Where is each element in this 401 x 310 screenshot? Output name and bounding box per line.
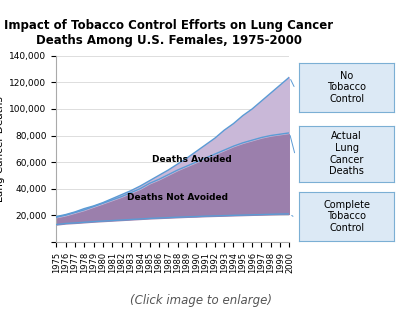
Text: (Click image to enlarge): (Click image to enlarge) [130,294,271,307]
Text: Complete
Tobacco
Control: Complete Tobacco Control [322,200,369,233]
Text: Deaths Not Avoided: Deaths Not Avoided [127,193,227,202]
Text: Impact of Tobacco Control Efforts on Lung Cancer
Deaths Among U.S. Females, 1975: Impact of Tobacco Control Efforts on Lun… [4,19,332,46]
Text: No
Tobacco
Control: No Tobacco Control [326,71,365,104]
Y-axis label: Lung Cancer Deaths: Lung Cancer Deaths [0,96,5,202]
Text: Deaths Avoided: Deaths Avoided [151,155,231,164]
Text: Actual
Lung
Cancer
Deaths: Actual Lung Cancer Deaths [328,131,363,176]
